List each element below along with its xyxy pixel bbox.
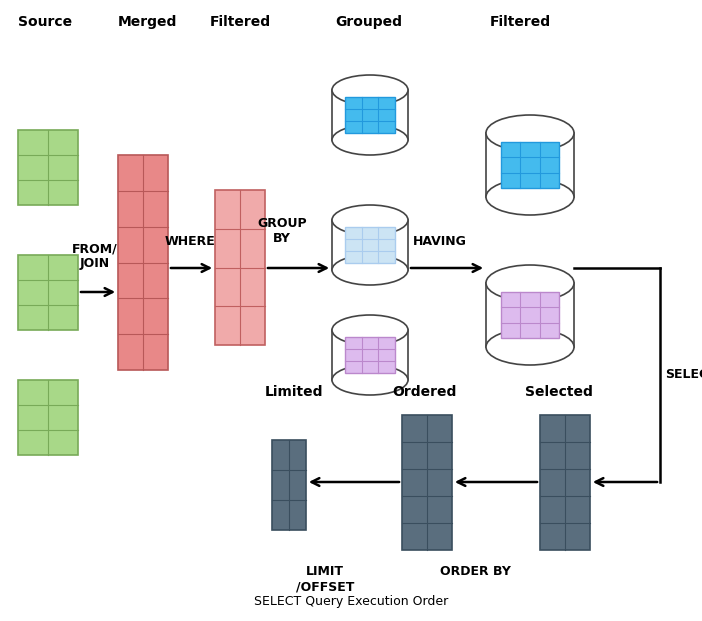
Text: Filtered: Filtered (490, 15, 551, 29)
Bar (402, 415, 452, 550)
Bar (18, 255, 78, 330)
Bar (345, 337, 395, 373)
Ellipse shape (332, 255, 408, 285)
Text: FROM/
JOIN: FROM/ JOIN (72, 242, 118, 270)
Ellipse shape (486, 115, 574, 151)
Ellipse shape (332, 75, 408, 105)
Text: SELECT: SELECT (665, 368, 702, 381)
Bar (18, 130, 78, 205)
Ellipse shape (486, 329, 574, 365)
Ellipse shape (332, 315, 408, 345)
Bar (540, 415, 590, 550)
Text: ORDER BY: ORDER BY (439, 565, 510, 578)
Bar (501, 292, 559, 338)
Text: Filtered: Filtered (210, 15, 271, 29)
Text: Ordered: Ordered (392, 385, 456, 399)
Text: LIMIT
/OFFSET: LIMIT /OFFSET (296, 565, 355, 593)
Ellipse shape (486, 179, 574, 215)
Ellipse shape (332, 125, 408, 155)
Bar (215, 190, 265, 345)
Text: GROUP
BY: GROUP BY (257, 217, 307, 245)
Bar (501, 142, 559, 188)
Bar (486, 133, 574, 197)
Bar (332, 220, 408, 270)
Text: Merged: Merged (118, 15, 178, 29)
Text: Grouped: Grouped (335, 15, 402, 29)
Bar (272, 440, 306, 530)
Ellipse shape (332, 205, 408, 235)
Ellipse shape (486, 265, 574, 301)
Text: SELECT Query Execution Order: SELECT Query Execution Order (254, 595, 448, 608)
Bar (486, 283, 574, 347)
Ellipse shape (332, 365, 408, 395)
Text: Source: Source (18, 15, 72, 29)
Text: WHERE: WHERE (165, 235, 216, 248)
Text: Selected: Selected (525, 385, 593, 399)
Text: HAVING: HAVING (413, 235, 467, 248)
Bar (118, 155, 168, 370)
Bar (332, 90, 408, 140)
Bar (345, 227, 395, 263)
Text: Limited: Limited (265, 385, 324, 399)
Bar (332, 330, 408, 380)
Bar (345, 97, 395, 133)
Bar (18, 380, 78, 455)
